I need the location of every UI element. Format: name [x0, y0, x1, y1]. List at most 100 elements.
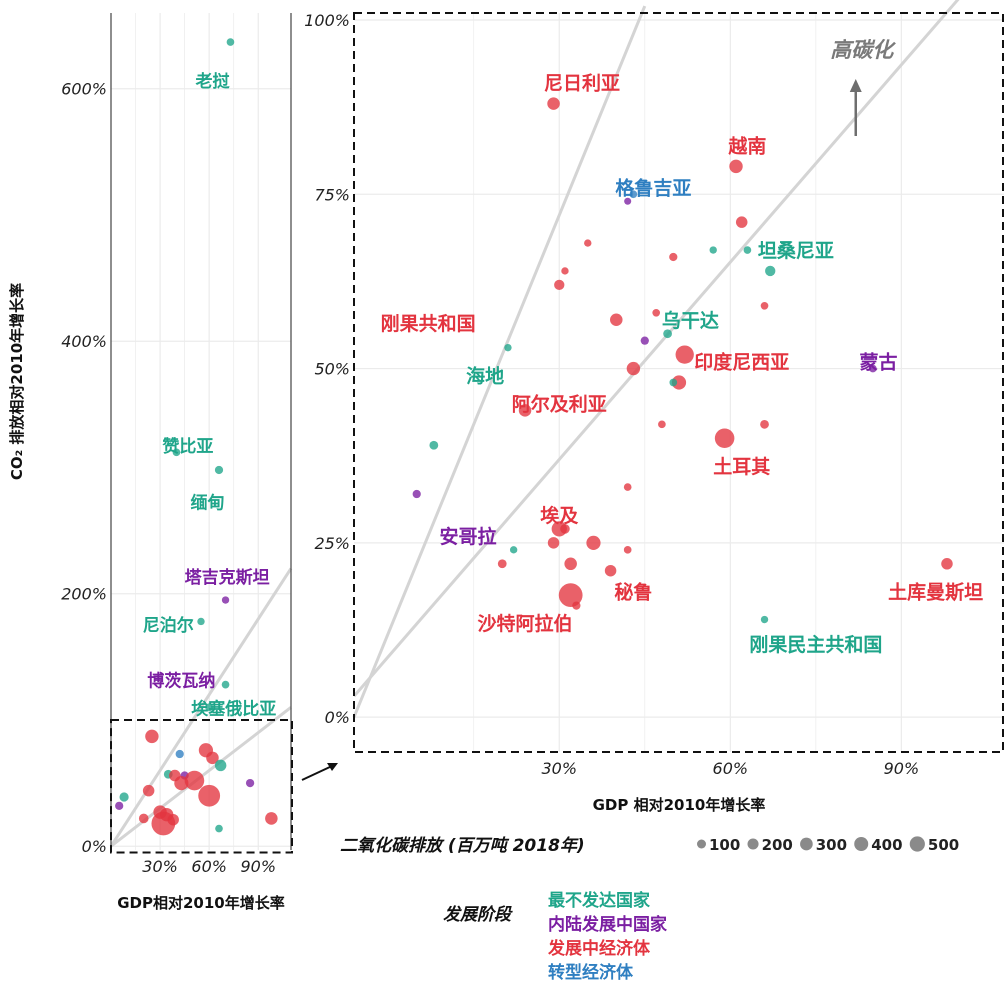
country-label: 埃塞俄比亚 [191, 698, 276, 719]
data-point [941, 558, 953, 570]
country-label: 格鲁吉亚 [615, 176, 691, 199]
data-point [509, 546, 518, 554]
country-label: 阿尔及利亚 [512, 392, 607, 415]
zoom-frame [353, 12, 1004, 753]
data-point [518, 404, 532, 417]
data-point [669, 378, 678, 387]
high-carbon-annotation: 高碳化 [830, 38, 896, 62]
data-point [205, 703, 214, 712]
data-point [714, 428, 735, 449]
data-point [584, 239, 592, 247]
x-tick-label: 30% [541, 759, 577, 778]
country-label: 刚果民主共和国 [749, 633, 882, 656]
data-point [215, 824, 223, 833]
size-legend-label: 200 [762, 836, 793, 854]
data-point [558, 583, 583, 608]
country-label: 刚果共和国 [381, 312, 476, 335]
connector-arrowhead [327, 763, 338, 771]
country-label: 乌干达 [662, 309, 719, 332]
country-label: 博茨瓦纳 [147, 671, 215, 692]
data-point [735, 216, 748, 228]
data-point [560, 524, 570, 534]
data-point [604, 564, 617, 577]
y-tick-label: 400% [61, 332, 107, 351]
country-label: 安哥拉 [440, 525, 497, 548]
data-point [675, 345, 694, 364]
data-point [497, 559, 507, 569]
data-point [265, 812, 278, 825]
zoom-connector [301, 763, 338, 781]
data-point [221, 596, 230, 604]
country-label: 坦桑尼亚 [758, 240, 834, 262]
size-legend-title: 二氧化碳排放 (百万吨 2018年) [340, 836, 585, 856]
data-point [221, 680, 230, 689]
stage-legend-item: 转型经济体 [548, 962, 634, 983]
country-label: 埃及 [540, 504, 579, 527]
data-point [547, 97, 560, 110]
size-legend-label: 500 [928, 836, 959, 854]
size-legend-label: 100 [709, 836, 740, 854]
country-label: 海地 [466, 365, 504, 388]
y-tick-label: 25% [314, 534, 350, 553]
country-label: 塔吉克斯坦 [185, 567, 270, 588]
size-legend: 二氧化碳排放 (百万吨 2018年) 100 200 300 400 500 [340, 836, 959, 856]
data-point [184, 770, 205, 791]
data-point [624, 197, 632, 205]
x-tick-label: 90% [240, 857, 276, 876]
x-axis-title: GDP相对2010年增长率 [117, 894, 285, 912]
zoom-region-box [110, 718, 293, 854]
reference-line [352, 5, 647, 718]
data-point [214, 465, 224, 475]
country-label: 蒙古 [860, 351, 898, 374]
country-label: 印度尼西亚 [694, 351, 789, 374]
plot-area [111, 13, 291, 850]
data-point [572, 601, 581, 610]
data-point [547, 537, 560, 549]
data-point [245, 778, 255, 788]
data-point [172, 448, 181, 457]
x-axis-title: GDP 相对2010年增长率 [593, 796, 766, 814]
country-label: 尼泊尔 [143, 615, 194, 636]
data-point [640, 336, 649, 345]
data-point [197, 617, 205, 626]
zoom-panel: 30% 60% 90% 0% 25% 50% 75% 100% 尼日利亚越南格鲁吉亚坦桑尼亚刚果… [304, 0, 1004, 814]
data-point [760, 419, 769, 429]
data-point [586, 535, 601, 550]
country-label: 沙特阿拉伯 [478, 612, 573, 635]
data-point [412, 489, 421, 499]
stage-legend-item: 内陆发展中国家 [548, 914, 667, 935]
data-point [142, 784, 155, 797]
country-label: 土库曼斯坦 [888, 581, 983, 604]
country-label: 赞比亚 [161, 436, 213, 457]
data-point [174, 775, 189, 791]
stage-legend-item: 发展中经济体 [547, 938, 651, 959]
data-point [151, 811, 176, 836]
stage-legend-title: 发展阶段 [443, 905, 513, 925]
size-legend-dot [909, 836, 925, 852]
connector-arrow [301, 765, 333, 781]
y-tick-label: 0% [325, 708, 350, 727]
annotation-arrowhead [849, 79, 862, 92]
x-tick-label: 30% [142, 857, 178, 876]
x-tick-label: 60% [713, 759, 749, 778]
data-point [629, 190, 638, 199]
size-legend-dot [854, 837, 869, 851]
data-point [669, 252, 678, 262]
data-point [760, 615, 769, 624]
size-legend-label: 300 [816, 836, 847, 854]
data-point [658, 420, 666, 429]
y-tick-label: 100% [304, 11, 350, 30]
data-point [145, 729, 159, 744]
data-point [561, 267, 569, 275]
data-point [206, 751, 219, 765]
data-point [554, 279, 565, 291]
size-legend-dot [747, 838, 759, 850]
data-point [652, 308, 661, 317]
country-label: 老挝 [194, 71, 230, 92]
data-point [138, 813, 149, 824]
size-legend-dot [697, 839, 706, 849]
country-label: 越南 [727, 134, 766, 157]
y-tick-label: 200% [61, 585, 107, 604]
